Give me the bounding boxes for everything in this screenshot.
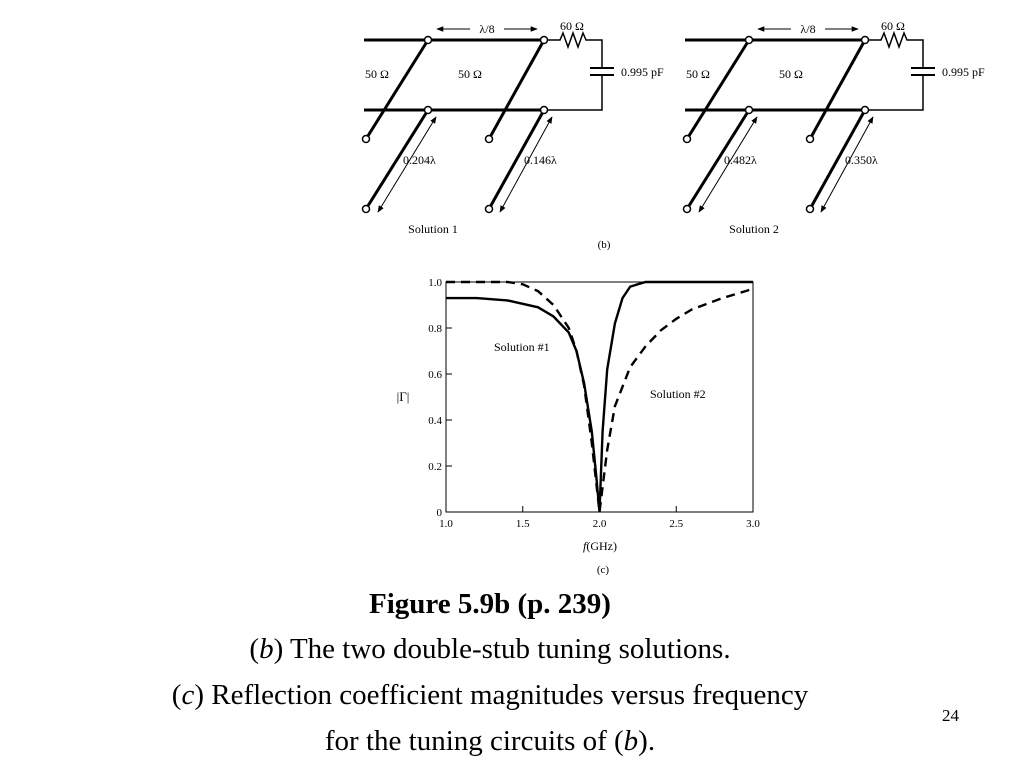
x-tick-label: 2.5 — [669, 518, 683, 530]
y-tick-label: 0.4 — [428, 415, 442, 427]
solution-2-circuit: λ/8 50 Ω 50 Ω 60 Ω 0.995 pF 0.482λ 0.350… — [682, 19, 985, 236]
node — [423, 105, 433, 115]
caption-line-c: (c) Reflection coefficient magnitudes ve… — [0, 673, 980, 717]
caption-text: ( — [171, 679, 182, 711]
caption-text: for the tuning circuits of ( — [324, 725, 624, 757]
caption-letter-c: c — [181, 679, 195, 711]
line-impedance-mid: 50 Ω — [458, 67, 482, 81]
node — [361, 204, 371, 214]
caption-line-b: (b) The two double-stub tuning solutions… — [0, 627, 980, 671]
node — [805, 134, 815, 144]
load-return-wire — [869, 75, 924, 111]
circuit-diagrams: λ/8 50 Ω 50 Ω 60 Ω 0.995 pF 0.204λ 0.146… — [361, 19, 985, 251]
stub1-length-arrow — [377, 116, 437, 213]
node — [423, 35, 433, 45]
y-tick-label: 1.0 — [428, 277, 442, 289]
resistor-symbol — [548, 30, 603, 68]
node — [361, 134, 371, 144]
load-resistor-label: 60 Ω — [881, 19, 905, 33]
y-tick-label: 0.2 — [428, 461, 442, 473]
panel-label-c: (c) — [597, 564, 610, 576]
wavelength-label: λ/8 — [800, 22, 815, 36]
load-resistor-label: 60 Ω — [560, 19, 584, 33]
node — [484, 134, 494, 144]
node — [539, 35, 549, 45]
node — [860, 35, 870, 45]
load-capacitor-label: 0.995 pF — [942, 65, 985, 79]
stub1-length-label: 0.204λ — [403, 153, 436, 167]
resistor-symbol — [869, 30, 924, 68]
solution-name: Solution 2 — [729, 222, 779, 236]
y-tick-label: 0.8 — [428, 323, 442, 335]
node — [682, 204, 692, 214]
node — [860, 105, 870, 115]
figure-title: Figure 5.9b (p. 239) — [369, 588, 611, 620]
caption-letter-b: b — [259, 633, 274, 665]
stub1-length-arrow — [698, 116, 758, 213]
node — [805, 204, 815, 214]
x-tick-label: 1.0 — [439, 518, 453, 530]
stub2-top-rail — [487, 39, 546, 140]
node — [744, 105, 754, 115]
caption-text: ) The two double-stub tuning solutions. — [273, 633, 731, 665]
plot-frame — [445, 281, 754, 513]
caption-text: ( — [249, 633, 260, 665]
x-tick-label: 2.0 — [593, 518, 607, 530]
stub2-top-rail — [808, 39, 867, 140]
series-label-solution-2: Solution #2 — [650, 387, 706, 401]
stub1-top-rail — [364, 39, 430, 140]
caption-line-d: for the tuning circuits of (b). — [0, 719, 980, 763]
caption-text: ). — [638, 725, 656, 757]
stub1-length-label: 0.482λ — [724, 153, 757, 167]
panel-label-b: (b) — [598, 239, 611, 251]
stub2-length-label: 0.350λ — [845, 153, 878, 167]
stub2-length-arrow — [499, 116, 553, 213]
caption-letter-b-ref: b — [623, 725, 639, 757]
line-impedance-left: 50 Ω — [365, 67, 389, 81]
node — [484, 204, 494, 214]
x-axis-label: f(GHz) — [583, 539, 617, 553]
y-axis: 0 0.2 0.4 0.6 0.8 1.0 — [428, 277, 452, 519]
y-axis-label: |Γ| — [397, 389, 410, 404]
wavelength-label: λ/8 — [479, 22, 494, 36]
x-axis-label-var: f — [583, 539, 588, 553]
series-line-solution-2 — [446, 280, 754, 513]
stub2-length-arrow — [820, 116, 874, 213]
node — [682, 134, 692, 144]
load-capacitor-label: 0.995 pF — [621, 65, 664, 79]
x-axis: 1.0 1.5 2.0 2.5 3.0 — [439, 506, 760, 530]
solution-name: Solution 1 — [408, 222, 458, 236]
line-impedance-mid: 50 Ω — [779, 67, 803, 81]
x-axis-label-unit: (GHz) — [586, 539, 617, 553]
series-line-solution-1 — [446, 280, 753, 513]
node — [744, 35, 754, 45]
stub1-top-rail — [685, 39, 751, 140]
load-return-wire — [548, 75, 603, 111]
line-impedance-left: 50 Ω — [686, 67, 710, 81]
x-tick-label: 3.0 — [746, 518, 760, 530]
solution-1-circuit: λ/8 50 Ω 50 Ω 60 Ω 0.995 pF 0.204λ 0.146… — [361, 19, 664, 236]
y-tick-label: 0 — [437, 507, 443, 519]
caption-text: ) Reflection coefficient magnitudes vers… — [194, 679, 809, 711]
node — [539, 105, 549, 115]
stub2-length-label: 0.146λ — [524, 153, 557, 167]
slide-number: 24 — [942, 706, 959, 725]
series-label-solution-1: Solution #1 — [494, 340, 550, 354]
reflection-coefficient-chart: 0 0.2 0.4 0.6 0.8 1.0 1.0 1.5 2.0 2.5 3.0 Solutio… — [397, 277, 761, 576]
y-tick-label: 0.6 — [428, 369, 442, 381]
x-tick-label: 1.5 — [516, 518, 530, 530]
